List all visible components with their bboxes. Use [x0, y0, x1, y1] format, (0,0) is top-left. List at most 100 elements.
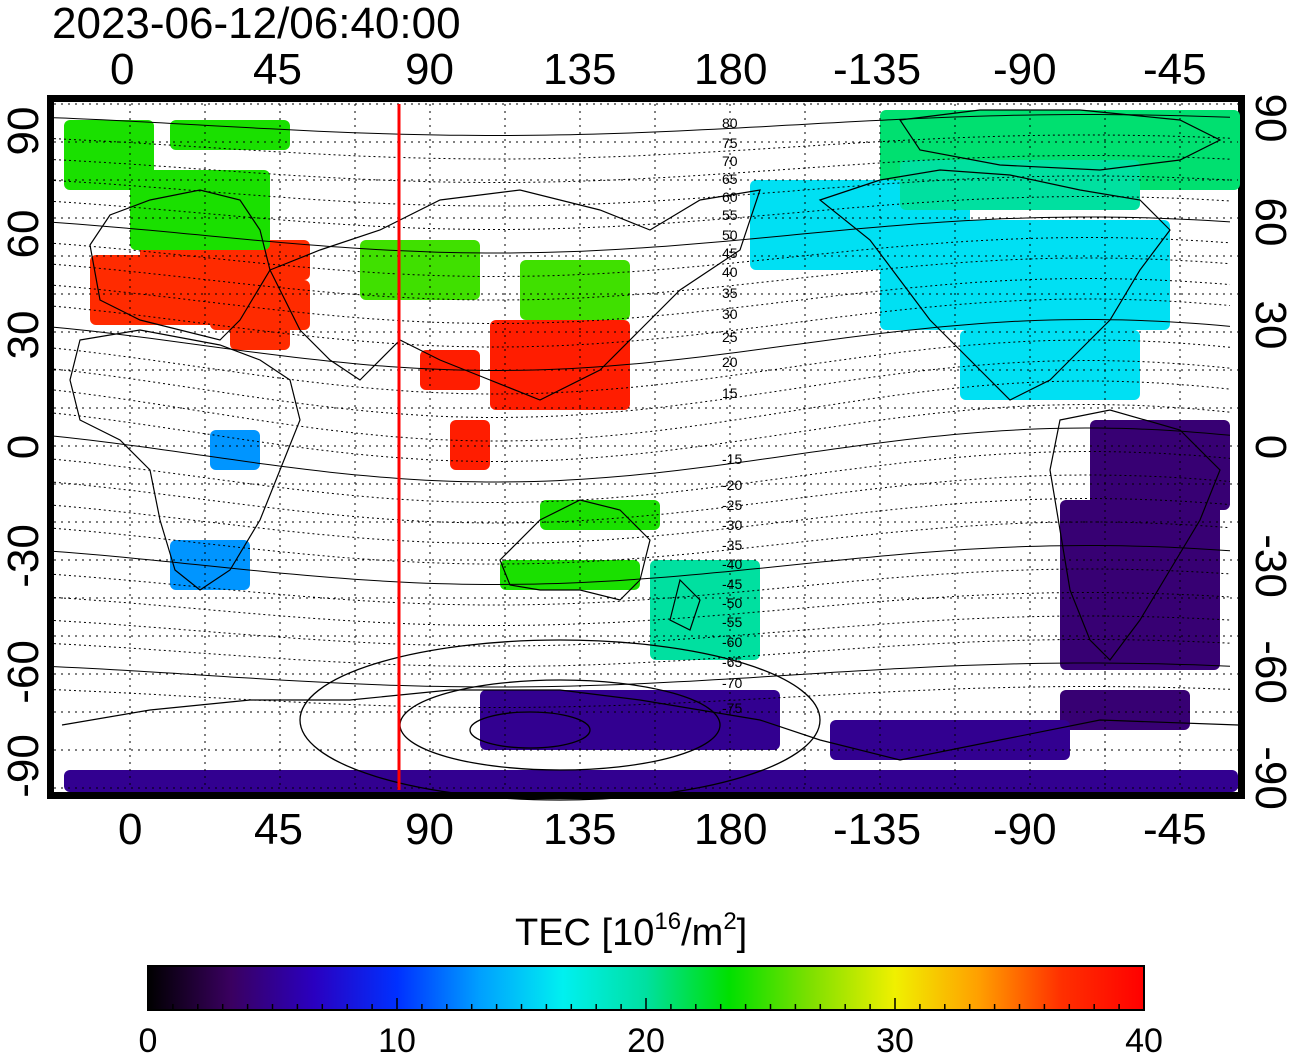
tec-region-antarctica	[830, 720, 1070, 760]
contour-label: 55	[722, 207, 738, 223]
bottom-lon-tick: -90	[993, 805, 1057, 854]
tec-region-antarctica	[480, 690, 780, 750]
dip-contour-line	[53, 298, 1231, 348]
bottom-lon-tick: 90	[405, 805, 454, 854]
dip-contour-line	[53, 360, 1231, 418]
polar-contour-line	[299, 639, 821, 801]
tec-region-southern-africa	[170, 540, 250, 590]
tec-region-north-europe	[170, 120, 290, 150]
tec-region-japan	[520, 260, 630, 320]
tec-region-south-america	[1060, 690, 1190, 730]
contour-label: -75	[722, 700, 742, 716]
tec-region-east-asia	[490, 320, 630, 410]
dip-contour-line	[53, 114, 1231, 136]
dip-contour-line	[53, 568, 1231, 606]
dip-contour-line	[53, 686, 1231, 708]
left-lat-tick: -60	[0, 640, 48, 704]
bottom-lon-tick: 45	[254, 805, 303, 854]
top-lon-tick: -45	[1143, 45, 1207, 94]
colorbar-title-exponent-2: 2	[723, 908, 736, 935]
dip-contour-line	[53, 134, 1231, 160]
tec-region-europe	[230, 300, 290, 350]
contour-label: -60	[722, 634, 742, 650]
dip-contour-line	[53, 175, 1231, 207]
contour-label: -30	[722, 517, 742, 533]
bottom-lon-tick: -45	[1143, 805, 1207, 854]
top-longitude-axis: 0 45 90 135 180 -135 -90 -45	[110, 45, 1207, 94]
left-lat-tick: 60	[0, 210, 48, 259]
tec-region-canada-arctic	[900, 160, 1140, 210]
dip-contour-line	[53, 155, 1231, 183]
right-lat-tick: 60	[1246, 198, 1294, 247]
top-lon-tick: 45	[253, 45, 302, 94]
tec-region-south-america	[1090, 420, 1230, 510]
left-lat-tick: 90	[0, 107, 48, 156]
tec-region-north-america	[880, 220, 1170, 330]
tec-region-north-europe	[130, 170, 270, 250]
contour-lines	[53, 114, 1231, 801]
contour-label: -25	[722, 497, 742, 513]
contour-label: 35	[722, 285, 738, 301]
tec-region-north-europe	[64, 120, 154, 190]
colorbar-tick-label: 20	[627, 1022, 665, 1057]
tec-region-new-zealand	[650, 560, 760, 660]
dip-contour-line	[53, 592, 1231, 626]
colorbar-title-main: TEC [10	[515, 912, 654, 954]
left-lat-tick: 30	[0, 311, 48, 360]
tec-region-east-asia	[450, 420, 490, 470]
colorbar-tick-label: 10	[378, 1022, 416, 1057]
dip-contour-line	[53, 451, 1231, 503]
bottom-longitude-axis: 0 45 90 135 180 -135 -90 -45	[118, 805, 1207, 854]
right-lat-tick: -30	[1246, 534, 1294, 598]
contour-label: 50	[722, 227, 738, 243]
colorbar-title: TEC [1016/m2]	[515, 908, 747, 954]
tec-region-antarctica	[64, 770, 1238, 792]
colorbar-labels: 0 10 20 30 40	[139, 1022, 1163, 1057]
bottom-lon-tick: 0	[118, 805, 142, 854]
dip-contour-line	[53, 662, 1231, 688]
dip-contour-line	[53, 278, 1231, 324]
dip-contour-line	[53, 474, 1231, 524]
colorbar-title-close: ]	[737, 912, 748, 954]
left-lat-tick: 0	[0, 435, 48, 459]
right-lat-tick: -90	[1246, 746, 1294, 810]
contour-label: 40	[722, 264, 738, 280]
contour-label: -20	[722, 477, 742, 493]
right-lat-tick: 30	[1246, 301, 1294, 350]
dip-contour-line	[53, 545, 1231, 585]
bottom-lon-tick: -135	[833, 805, 921, 854]
dip-contour-line	[53, 404, 1231, 462]
contour-label: -65	[722, 654, 742, 670]
contour-label: 45	[722, 245, 738, 261]
right-lat-tick: 90	[1246, 94, 1294, 143]
tec-region-australia	[500, 560, 640, 590]
left-latitude-axis: 90 60 30 0 -30 -60 -90	[0, 107, 48, 798]
contour-label: 15	[722, 385, 738, 401]
graticule	[54, 103, 1238, 790]
contour-label: -15	[722, 451, 742, 467]
bottom-lon-tick: 135	[543, 805, 616, 854]
contour-labels: 80 75 70 65 60 55 50 45 40 35 30 25 20 15 -15 -20 -25 -30…	[722, 115, 742, 716]
contour-label: -45	[722, 576, 742, 592]
contour-label: -35	[722, 537, 742, 553]
top-lon-tick: 90	[405, 45, 454, 94]
colorbar-title-exponent: 16	[654, 908, 681, 935]
top-lon-tick: 0	[110, 45, 134, 94]
colorbar-tick-label: 30	[876, 1022, 914, 1057]
contour-label: 30	[722, 306, 738, 322]
top-lon-tick: -90	[993, 45, 1057, 94]
tec-region-north-america	[960, 330, 1140, 400]
coastlines	[61, 109, 1239, 761]
contour-label: -70	[722, 675, 742, 691]
contour-label: 65	[722, 171, 738, 187]
right-lat-tick: -60	[1246, 640, 1294, 704]
colorbar-tick-label: 0	[139, 1022, 158, 1057]
dip-contour-line	[53, 498, 1231, 544]
left-lat-tick: -30	[0, 524, 48, 588]
top-lon-tick: -135	[833, 45, 921, 94]
colorbar-title-unit: /m	[681, 912, 723, 954]
bottom-lon-tick: 180	[694, 805, 767, 854]
contour-label: 20	[722, 354, 738, 370]
left-lat-tick: -90	[0, 734, 48, 798]
dip-contour-line	[53, 319, 1231, 371]
